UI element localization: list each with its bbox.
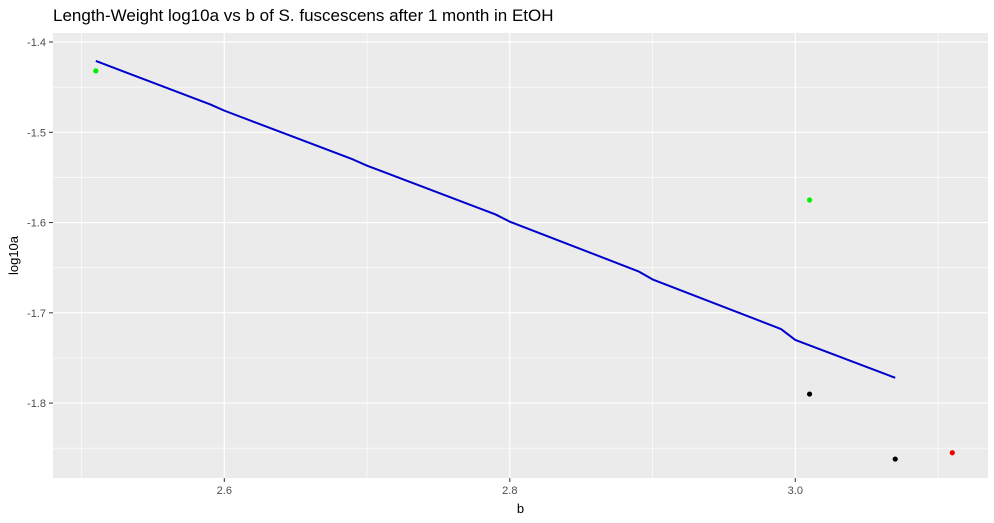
x-tick-label: 2.8 — [502, 485, 517, 497]
plot-panel — [53, 33, 988, 478]
data-point — [892, 456, 898, 462]
y-tick-label: -1.8 — [27, 398, 46, 410]
y-tick-label: -1.6 — [27, 218, 46, 230]
major-gridlines — [53, 33, 988, 478]
axis-ticks-layer: 2.6 2.8 3.0 -1.4 -1.5 -1.6 -1.7 -1.8 — [27, 37, 803, 497]
data-point — [806, 197, 813, 203]
data-point — [806, 391, 813, 397]
y-tick-label: -1.7 — [27, 308, 46, 320]
y-axis-title: log10a — [6, 235, 21, 275]
data-point — [93, 68, 99, 74]
x-tick-label: 2.6 — [217, 485, 232, 497]
regression-line — [95, 60, 896, 379]
data-points-layer — [93, 68, 955, 462]
y-tick-label: -1.5 — [27, 127, 46, 139]
minor-gridlines — [53, 33, 988, 478]
regression-line-layer — [95, 60, 896, 379]
x-axis-title: b — [517, 501, 524, 516]
x-tick-label: 3.0 — [788, 485, 803, 497]
chart-title: Length-Weight log10a vs b of S. fuscesce… — [53, 6, 554, 25]
y-tick-label: -1.4 — [27, 37, 46, 49]
data-point — [949, 450, 955, 456]
